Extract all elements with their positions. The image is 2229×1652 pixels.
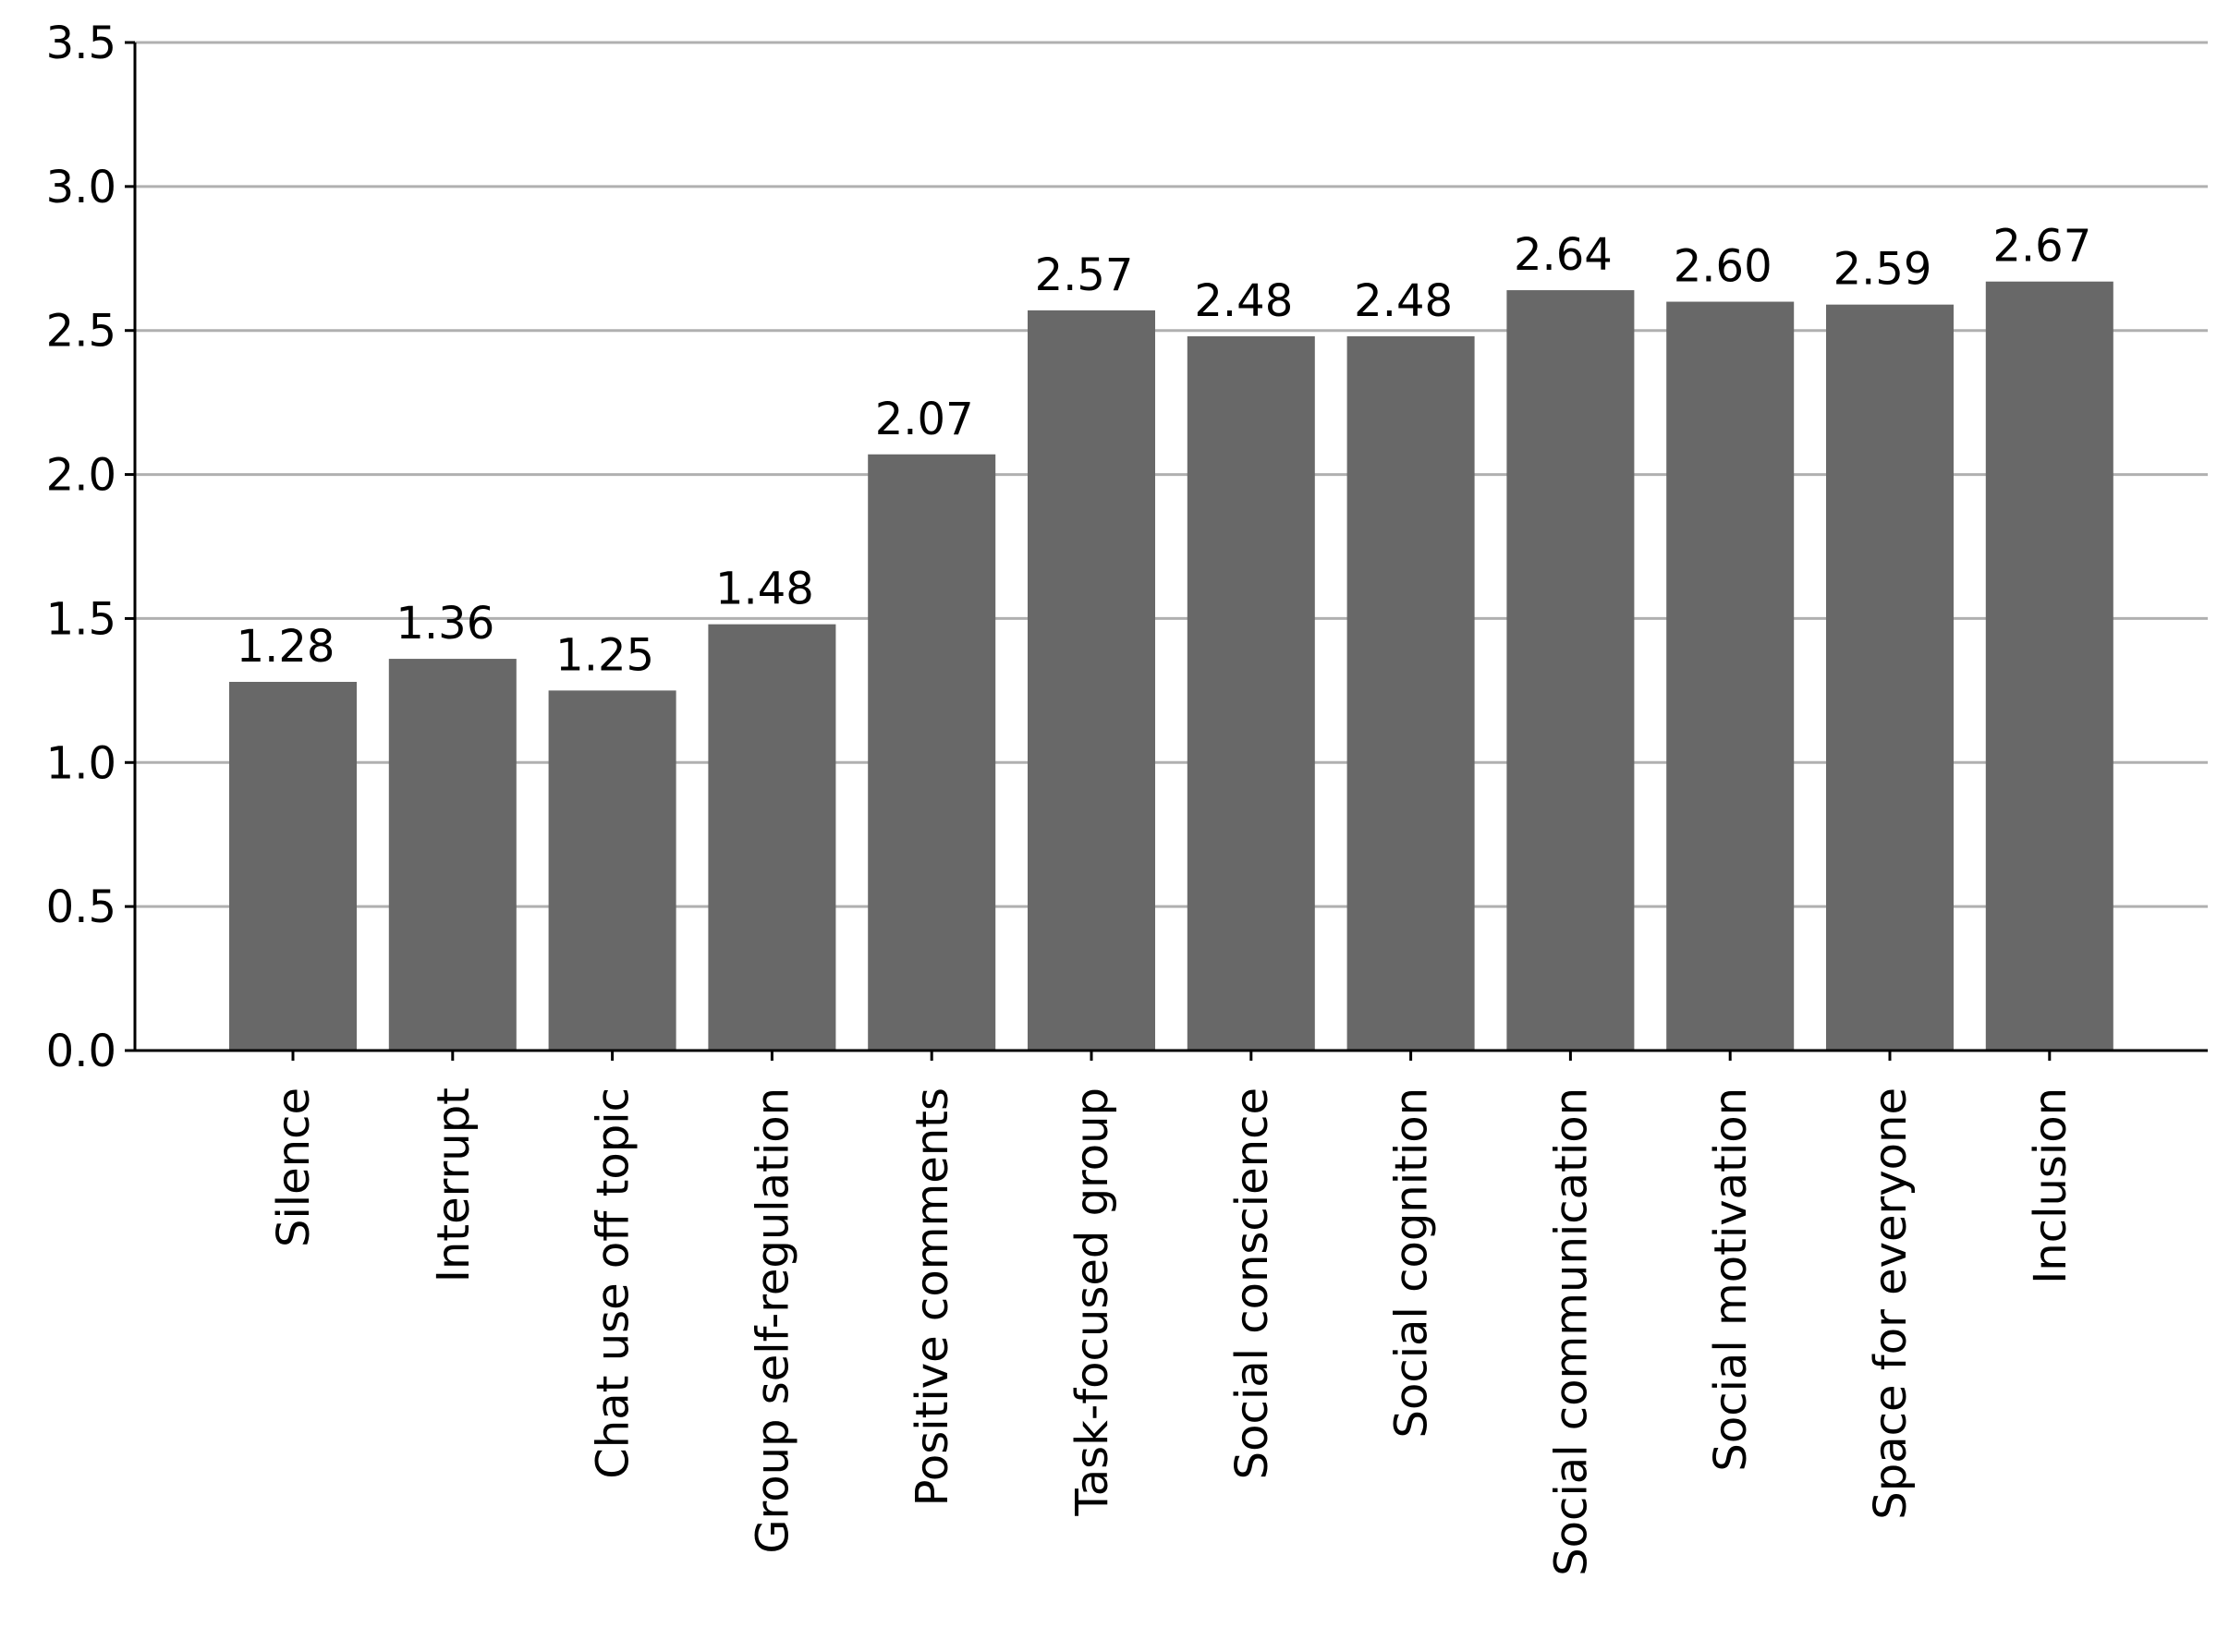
bar [1666,301,1795,1051]
y-tick-label: 1.0 [46,737,116,789]
value-label: 2.59 [1833,244,1932,296]
y-tick-label: 2.0 [46,450,116,502]
value-label: 2.60 [1674,241,1772,293]
y-tick-label: 3.5 [46,18,116,69]
value-label: 2.48 [1354,275,1453,327]
bar [1826,304,1954,1051]
value-label: 1.28 [237,621,335,673]
y-tick-label: 0.0 [46,1026,116,1077]
x-tick-label: Inclusion [2025,1087,2077,1284]
y-tick-label: 0.5 [46,881,116,933]
bar [548,690,676,1051]
x-tick-label: Social cognition [1386,1087,1438,1439]
value-label: 2.57 [1035,249,1134,301]
y-tick-label: 2.5 [46,306,116,358]
x-tick-label: Social communication [1545,1087,1597,1576]
bar [388,659,517,1051]
value-label: 2.48 [1194,275,1293,327]
value-label: 1.25 [555,629,654,681]
bar [708,624,836,1051]
bar [1506,290,1635,1051]
x-tick-label: Chat use off topic [588,1087,639,1479]
x-tick-label: Group self-regulation [747,1087,798,1554]
value-label: 2.67 [1992,221,2091,273]
x-tick-label: Silence [268,1087,320,1247]
x-tick-label: Interrupt [428,1087,480,1282]
x-tick-label: Positive comments [907,1087,958,1506]
bar [1028,310,1155,1051]
value-label: 2.07 [875,394,974,445]
value-label: 1.36 [396,598,494,650]
x-tick-label: Task-focused group [1066,1087,1118,1517]
bar [229,682,357,1051]
x-tick-label: Social conscience [1226,1087,1278,1479]
bar [868,454,996,1051]
value-label: 1.48 [715,564,814,615]
y-tick-label: 3.0 [46,162,116,213]
bar [1346,335,1475,1051]
x-tick-label: Social motivation [1705,1087,1757,1472]
bar [1187,335,1315,1051]
y-tick-label: 1.5 [46,593,116,645]
bar [1985,281,2113,1051]
value-label: 2.64 [1514,229,1613,281]
x-tick-label: Space for everyone [1865,1087,1917,1520]
